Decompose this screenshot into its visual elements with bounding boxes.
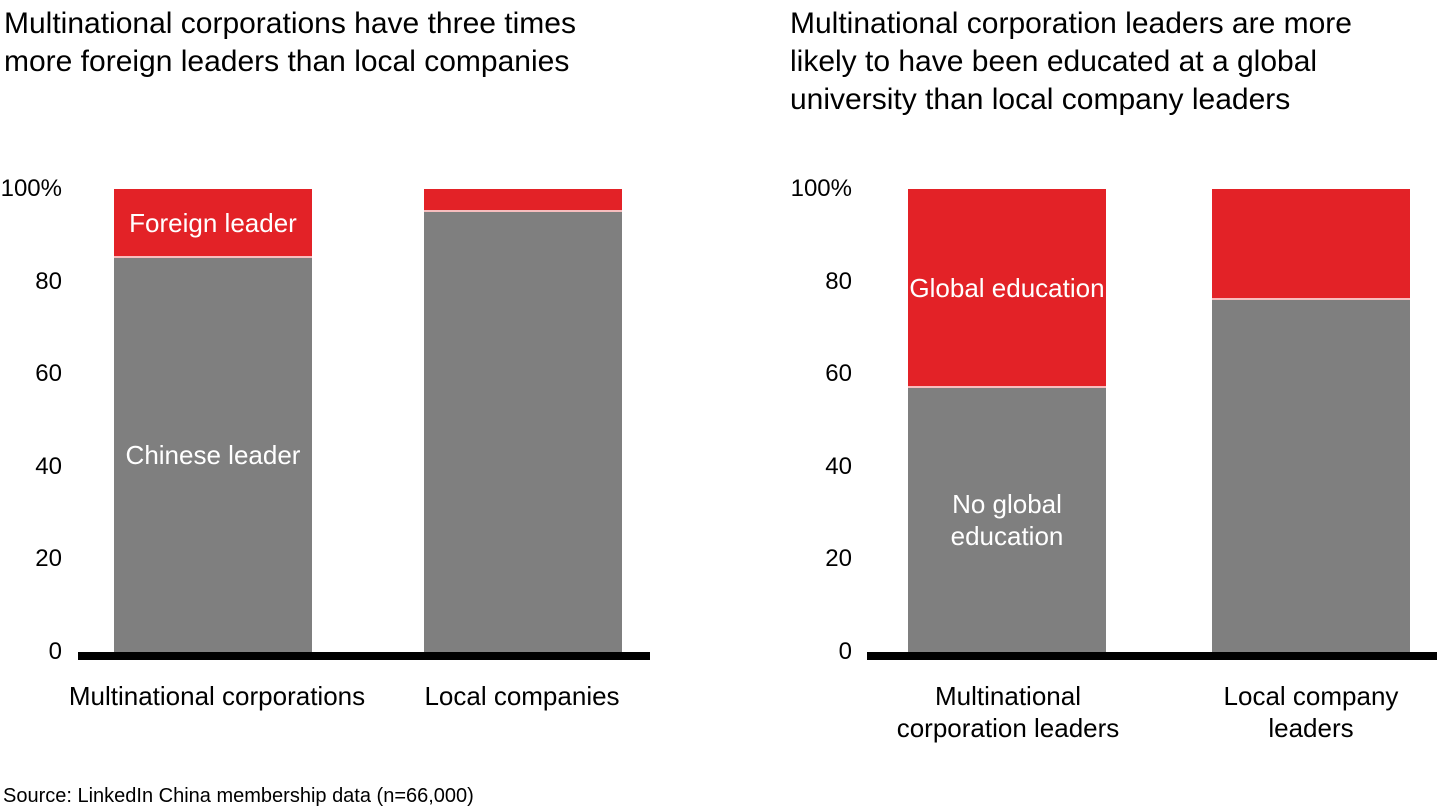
stacked-bar-multinational-corporation-leaders: No global education Global education [908,189,1106,652]
segment-no-global-education: No global education [908,388,1106,652]
source-note: Source: LinkedIn China membership data (… [3,785,474,807]
x-axis-line [867,652,1437,660]
chart-title: Multinational corporations have three ti… [4,5,654,81]
y-tick-100: 100% [0,175,62,202]
y-tick-60: 60 [825,360,852,387]
stacked-bar-local-companies [424,189,622,652]
category-label-local-companies: Local companies [424,681,620,711]
segment-label-chinese-leader: Chinese leader [125,440,301,471]
y-tick-40: 40 [35,453,62,480]
segment-global-education: Global education [908,189,1106,389]
y-tick-60: 60 [35,360,62,387]
segment-global-education [1212,189,1410,301]
stacked-bar-multinational-corporations: Chinese leader Foreign leader [114,189,312,652]
chart-title-line: Multinational corporations have three ti… [4,7,576,40]
y-tick-0: 0 [48,638,62,665]
category-label-multinational-corporations: Multinational corporations [68,681,366,711]
segment-chinese-leader [424,212,622,652]
y-tick-80: 80 [825,268,852,295]
chart-title-line: likely to have been educated at a global [790,45,1318,78]
y-tick-20: 20 [35,545,62,572]
y-tick-40: 40 [825,453,852,480]
segment-foreign-leader [424,189,622,213]
chart-title-line: Multinational corporation leaders are mo… [790,7,1352,40]
stacked-bar-local-company-leaders [1212,189,1410,652]
segment-no-global-education [1212,300,1410,652]
y-tick-80: 80 [35,268,62,295]
y-tick-100: 100% [790,175,852,202]
chart-title: Multinational corporation leaders are mo… [790,5,1440,119]
segment-label-foreign-leader: Foreign leader [129,207,297,238]
y-tick-20: 20 [825,545,852,572]
x-axis-line [78,652,650,660]
segment-label-global-education: Global education [909,272,1105,303]
segment-chinese-leader: Chinese leader [114,258,312,652]
segment-foreign-leader: Foreign leader [114,189,312,259]
segment-label-no-global-education: No global education [950,489,1064,552]
category-label-local-company-leaders: Local company leaders [1223,681,1399,743]
category-label-multinational-corporation-leaders: Multinational corporation leaders [896,681,1120,743]
chart-title-line: university than local company leaders [790,83,1291,116]
y-tick-0: 0 [838,638,852,665]
chart-title-line: more foreign leaders than local companie… [4,45,570,78]
